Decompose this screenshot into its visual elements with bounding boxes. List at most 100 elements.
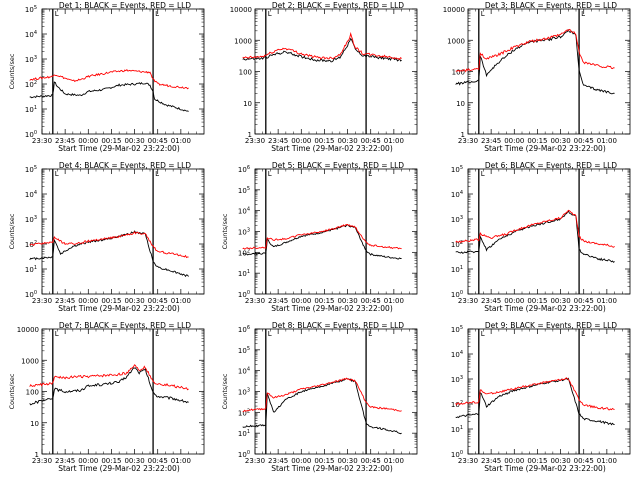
time-marker-label: L (155, 170, 159, 178)
plot-frame (467, 8, 631, 135)
x-tick-label: 00:30 (550, 297, 570, 305)
x-tick-label: 23:30 (245, 137, 265, 145)
chart-title: Det 2: BLACK = Events, RED = LLD (272, 1, 404, 10)
x-tick-label: 00:45 (361, 297, 381, 305)
x-tick-label: 00:45 (574, 297, 594, 305)
x-axis-label: Start Time (29-Mar-02 23:22:00) (271, 144, 393, 153)
series-events-line (242, 224, 402, 260)
x-tick-label: 00:15 (527, 297, 547, 305)
x-tick-label: 01:00 (384, 457, 404, 465)
time-marker-label: L (481, 330, 485, 338)
y-tick-label: 105 (238, 186, 250, 195)
y-axis-label: Counts/sec (221, 373, 229, 409)
x-tick-label: 00:00 (291, 457, 311, 465)
chart-panel-8: Det 8: BLACK = Events, RED = LLD 100 101 10… (221, 321, 418, 473)
x-tick-label: 00:00 (504, 297, 524, 305)
chart-panel-5: Det 5: BLACK = Events, RED = LLD 100 101 10… (221, 161, 418, 313)
x-tick-label: 00:30 (337, 137, 357, 145)
time-marker-label: L (581, 170, 585, 178)
time-marker-label: L (268, 330, 272, 338)
chart-panel-6: Det 6: BLACK = Events, RED = LLD 100 101 10… (451, 161, 631, 313)
chart-title: Det 4: BLACK = Events, RED = LLD (59, 161, 191, 170)
x-tick-label: 23:45 (268, 137, 288, 145)
plot-frame (254, 8, 418, 135)
y-tick-label: 105 (451, 325, 463, 334)
y-tick-label: 102 (238, 248, 250, 257)
time-marker-label: L (481, 170, 485, 178)
series-events-line (242, 377, 402, 435)
y-tick-label: 103 (238, 228, 250, 237)
y-axis-label: Counts/sec (8, 373, 16, 409)
x-tick-label: 23:30 (32, 297, 52, 305)
time-marker-label: L (368, 170, 372, 178)
x-tick-label: 00:45 (148, 297, 168, 305)
chart-panel-7: Det 7: BLACK = Events, RED = LLD 1 10 100 10… (8, 321, 205, 473)
y-tick-label: 1000 (447, 37, 465, 45)
chart-title: Det 1: BLACK = Events, RED = LLD (59, 1, 191, 10)
plot-frame (467, 168, 631, 295)
x-tick-label: 00:45 (574, 137, 594, 145)
x-tick-label: 01:00 (171, 137, 191, 145)
x-tick-label: 23:45 (268, 297, 288, 305)
y-tick-label: 106 (238, 165, 250, 174)
x-tick-label: 00:00 (504, 137, 524, 145)
x-tick-label: 00:00 (78, 137, 98, 145)
series-events-line (242, 37, 402, 63)
x-axis-label: Start Time (29-Mar-02 23:22:00) (484, 304, 606, 313)
time-marker-label: L (268, 10, 272, 18)
y-tick-label: 101 (451, 265, 463, 274)
y-tick-label: 102 (451, 400, 463, 409)
y-tick-label: 10000 (17, 326, 39, 334)
x-tick-label: 01:00 (597, 297, 617, 305)
x-tick-label: 23:45 (481, 457, 501, 465)
y-tick-label: 1000 (234, 37, 252, 45)
y-tick-label: 105 (25, 165, 37, 174)
chart-title: Det 7: BLACK = Events, RED = LLD (59, 321, 191, 330)
time-marker-label: L (155, 330, 159, 338)
time-marker-label: L (368, 10, 372, 18)
x-axis-label: Start Time (29-Mar-02 23:22:00) (58, 144, 180, 153)
plot-frame (467, 328, 631, 455)
y-tick-label: 101 (25, 265, 37, 274)
series-events-line (29, 367, 189, 406)
series-events-line (455, 209, 615, 263)
y-tick-label: 10000 (443, 6, 465, 14)
x-tick-label: 00:15 (314, 297, 334, 305)
y-tick-label: 102 (25, 80, 37, 89)
y-tick-label: 101 (238, 269, 250, 278)
x-axis-label: Start Time (29-Mar-02 23:22:00) (271, 304, 393, 313)
x-tick-label: 01:00 (384, 297, 404, 305)
y-tick-label: 1000 (21, 357, 39, 365)
x-axis-label: Start Time (29-Mar-02 23:22:00) (484, 464, 606, 473)
chart-title: Det 6: BLACK = Events, RED = LLD (485, 161, 617, 170)
x-tick-label: 00:45 (361, 457, 381, 465)
y-tick-label: 106 (238, 325, 250, 334)
series-lld-line (242, 224, 402, 250)
y-tick-label: 103 (25, 215, 37, 224)
x-tick-label: 00:15 (101, 457, 121, 465)
y-tick-label: 100 (451, 290, 463, 299)
series-lld-line (455, 377, 615, 411)
y-tick-label: 100 (26, 389, 39, 397)
series-lld-line (29, 364, 189, 391)
x-tick-label: 00:30 (337, 297, 357, 305)
time-marker-label: L (581, 330, 585, 338)
x-tick-label: 23:30 (458, 137, 478, 145)
y-tick-label: 103 (451, 215, 463, 224)
chart-panel-1: Det 1: BLACK = Events, RED = LLD 100 101 10… (8, 1, 205, 153)
y-tick-label: 101 (451, 425, 463, 434)
series-events-line (29, 81, 189, 112)
y-tick-label: 100 (451, 450, 463, 459)
y-tick-label: 103 (451, 375, 463, 384)
x-tick-label: 00:15 (314, 457, 334, 465)
x-tick-label: 00:45 (574, 457, 594, 465)
y-tick-label: 104 (25, 190, 37, 199)
series-lld-line (29, 231, 189, 259)
x-tick-label: 00:15 (527, 457, 547, 465)
plot-frame (41, 8, 205, 135)
series-lld-line (29, 69, 189, 90)
x-tick-label: 00:15 (101, 297, 121, 305)
y-tick-label: 100 (239, 69, 252, 77)
series-lld-line (242, 31, 402, 61)
x-tick-label: 23:45 (55, 297, 75, 305)
